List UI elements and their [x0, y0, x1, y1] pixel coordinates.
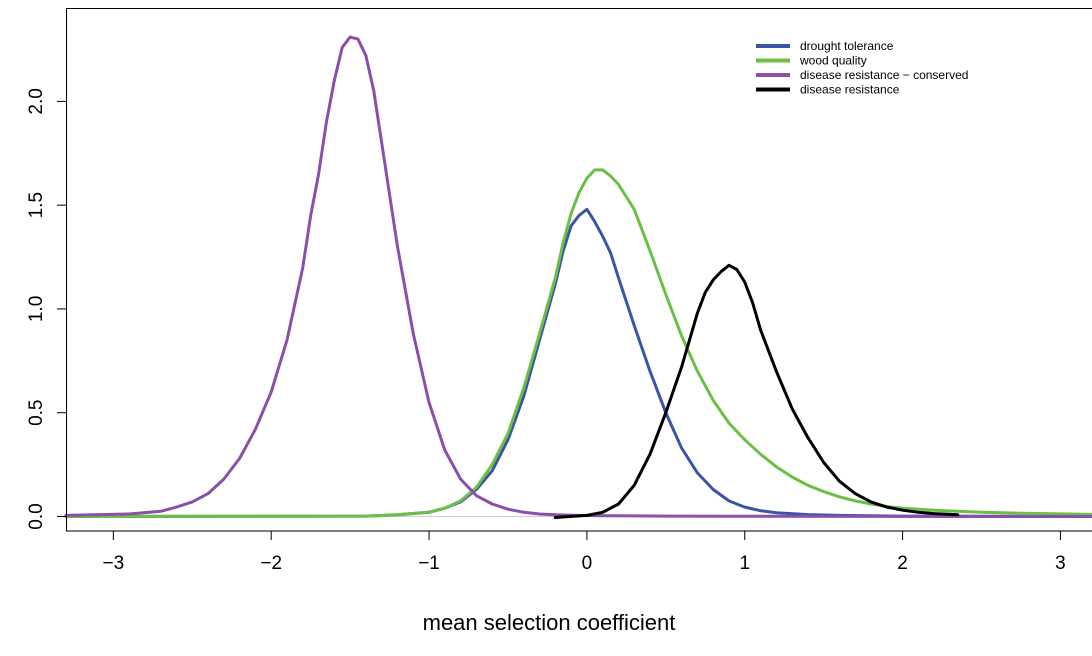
x-tick-label: −2 [260, 553, 282, 574]
series-layer [64, 35, 1092, 519]
series-line-1 [64, 207, 1092, 518]
x-tick-label: 0 [582, 553, 593, 574]
plot-frame [66, 8, 1092, 532]
series-line-3 [64, 35, 1092, 518]
legend-label: wood quality [799, 54, 867, 68]
series-line-2 [64, 168, 1092, 518]
x-tick-label: −1 [418, 553, 440, 574]
y-tick-label: 0.0 [26, 503, 47, 529]
x-tick-label: 1 [739, 553, 750, 574]
y-tick-label: 2.0 [26, 88, 47, 114]
y-tick-label: 1.5 [26, 192, 47, 218]
legend-label: drought tolerance [800, 39, 894, 53]
legend-label: disease resistance [800, 83, 900, 97]
y-tick-label: 0.5 [26, 399, 47, 425]
x-tick-label: 2 [897, 553, 908, 574]
y-axis: 0.0 0.5 1.0 1.5 2.0 [26, 88, 66, 530]
legend-label: disease resistance − conserved [800, 68, 968, 82]
series-line-4 [553, 263, 960, 519]
y-tick-label: 1.0 [26, 296, 47, 322]
x-tick-label: −3 [103, 553, 125, 574]
x-tick-label: 3 [1055, 553, 1066, 574]
x-axis-title: mean selection coefficient [423, 610, 676, 635]
x-axis: −3 −2 −1 0 1 2 3 [103, 531, 1066, 574]
